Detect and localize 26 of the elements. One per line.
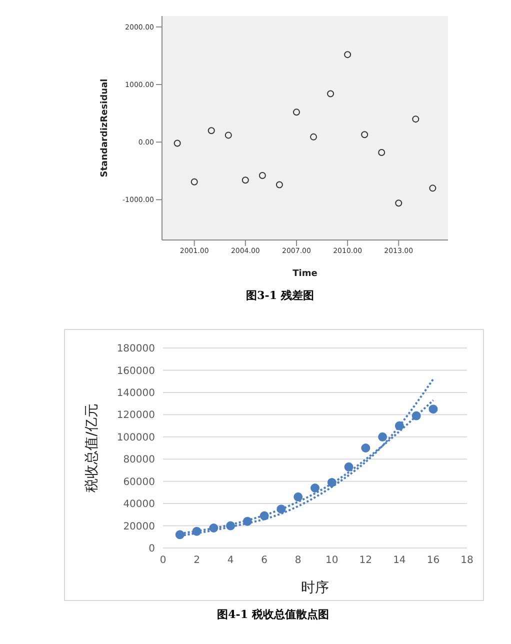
y-tick-label: 80000 [123, 454, 155, 466]
y-tick-label: 120000 [116, 410, 155, 422]
x-tick-label: 6 [261, 555, 268, 566]
y-tick-label: 60000 [123, 476, 155, 488]
x-tick-label: 18 [460, 555, 474, 566]
text: 图4-1 税收总值散点图 [216, 607, 330, 622]
x-tick-label: 2 [194, 555, 200, 566]
text: 图3-1 残差图 [245, 288, 315, 303]
y-tick-label: 40000 [123, 499, 155, 510]
x-tick-label: 10 [326, 555, 338, 566]
y-tick-label: 160000 [116, 366, 155, 377]
x-tick-label: 16 [426, 555, 440, 566]
y-tick-label: 100000 [116, 432, 155, 444]
x-tick-label: 12 [359, 555, 372, 566]
y-axis-title: 税收总值/亿元 [84, 404, 100, 492]
y-tick-label: 0 [148, 544, 155, 555]
y-tick-label: 180000 [116, 344, 155, 355]
y-tick-label: 20000 [123, 521, 155, 532]
y-tick-label: 140000 [116, 388, 155, 399]
x-tick-label: 14 [393, 555, 406, 566]
x-tick-label: 8 [294, 555, 302, 566]
x-axis-title: Time [292, 269, 318, 279]
x-axis-title: 时序 [301, 580, 329, 596]
x-tick-label: 4 [227, 555, 234, 566]
x-tick-label: 0 [160, 555, 166, 566]
y-axis-title: StandardizResidual [100, 78, 110, 178]
